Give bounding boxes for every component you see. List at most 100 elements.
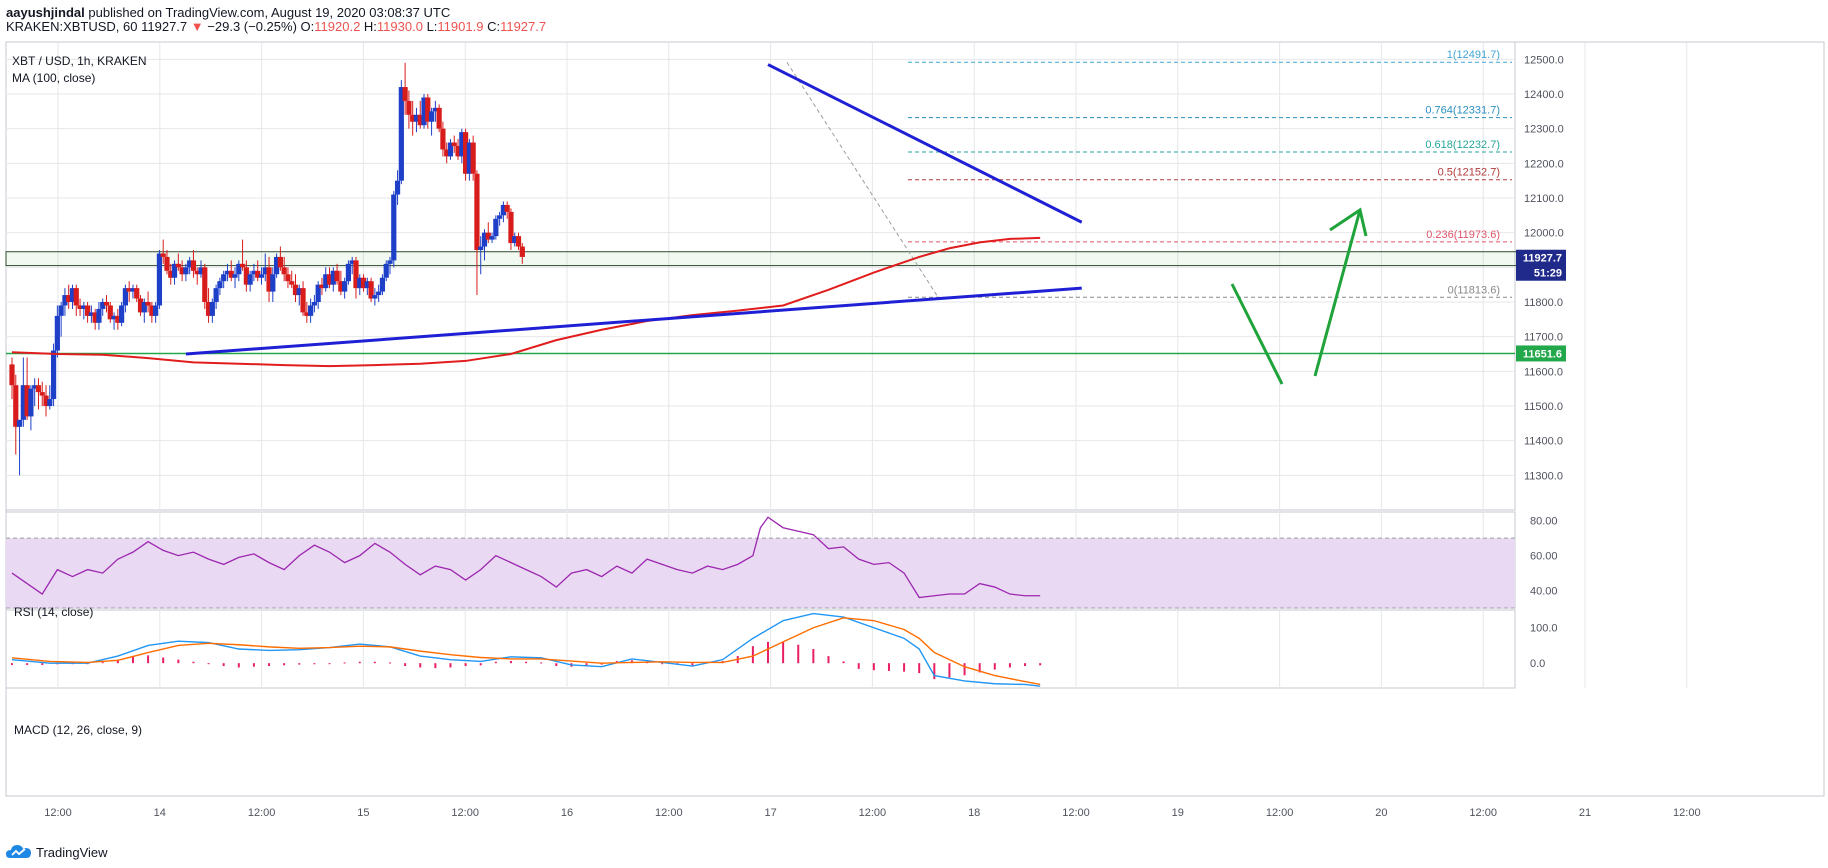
macd-hist-bar <box>373 661 376 664</box>
candle-body <box>96 308 102 323</box>
rsi-y-tick-label: 80.00 <box>1530 516 1558 528</box>
macd-hist-bar <box>993 663 996 670</box>
candle-body <box>88 312 94 316</box>
candle-body <box>251 270 257 275</box>
x-tick-label: 12:00 <box>1062 807 1090 819</box>
candle-body <box>296 288 302 296</box>
candle-body <box>103 302 110 306</box>
candle-body <box>428 111 435 122</box>
candle-body <box>308 305 314 316</box>
x-tick-label: 12:00 <box>859 807 887 819</box>
y-tick-label: 11800.0 <box>1524 297 1563 309</box>
rsi-pane[interactable] <box>6 516 1515 609</box>
axes: 12:00 14 12:00 15 12:00 16 12:00 17 12:00 18 12:00… <box>44 54 1700 819</box>
candle-body <box>398 87 404 181</box>
x-tick-label: 12:00 <box>1673 807 1701 819</box>
macd-hist-bar <box>192 661 195 664</box>
y-tick-label: 11600.0 <box>1524 366 1563 378</box>
fib-label: 0.618(12232.7) <box>1425 139 1500 151</box>
candle-body <box>319 284 325 289</box>
candle-body <box>402 87 408 101</box>
macd-hist-bar <box>283 663 286 666</box>
macd-hist-bar <box>661 663 664 665</box>
candle-body <box>466 142 472 174</box>
macd-hist-bar <box>509 661 512 664</box>
grid <box>5 41 1825 797</box>
candle-body <box>232 274 238 278</box>
candle-body <box>126 288 132 292</box>
candle-body <box>213 288 219 302</box>
y-tick-label: 11700.0 <box>1524 332 1563 344</box>
macd-hist-bar <box>11 663 13 665</box>
candle-body <box>349 260 355 264</box>
macd-hist-bar <box>434 663 437 669</box>
candle-body <box>205 302 212 316</box>
change-arrow: ▼ <box>190 19 204 34</box>
candle-body <box>198 267 204 275</box>
candle-body <box>134 288 140 299</box>
candle-body <box>504 204 510 212</box>
candle-body <box>489 236 495 240</box>
macd-line <box>11 612 1041 687</box>
candle-body <box>35 385 42 393</box>
candle-body <box>236 263 242 275</box>
macd-hist-bar <box>162 657 165 664</box>
candle-body <box>221 274 227 282</box>
y-tick-label: 11400.0 <box>1524 436 1563 448</box>
candle-body <box>315 284 321 302</box>
macd-hist-bar <box>872 663 875 671</box>
rsi-y-tick-label: 40.00 <box>1530 586 1558 598</box>
candle-body <box>194 270 200 275</box>
candle-body <box>338 281 344 292</box>
fib-label: 0.5(12152.7) <box>1438 167 1500 179</box>
candle-body <box>277 256 283 268</box>
candle-body <box>20 385 26 420</box>
candle-body <box>357 277 363 289</box>
tradingview-logo[interactable]: TradingView <box>6 844 108 860</box>
macd-hist-bar <box>41 663 44 665</box>
macd-hist-bar <box>903 663 906 672</box>
macd-hist-bar <box>630 660 633 664</box>
candle-body <box>274 256 280 275</box>
macd-hist-bar <box>449 663 452 668</box>
candle-body <box>436 107 442 129</box>
close-label: C: <box>487 19 501 34</box>
author-name[interactable]: aayushjindal <box>6 5 85 20</box>
candle-body <box>160 253 166 257</box>
macd-hist-bar <box>313 663 316 665</box>
candle-body <box>372 295 378 299</box>
price-pane[interactable]: 1(12491.7) 0.764(12331.7) 0.618(12232.7) 0.… <box>5 49 1519 476</box>
candle-body <box>243 267 249 285</box>
candle-body <box>77 305 83 309</box>
chart-canvas[interactable]: 1(12491.7) 0.764(12331.7) 0.618(12232.7) 0.… <box>0 0 1828 838</box>
up-arrow-shaft <box>1313 209 1362 377</box>
support-zone <box>5 251 1519 267</box>
macd-hist-bar <box>26 663 29 665</box>
x-tick-label: 12:00 <box>248 807 276 819</box>
macd-hist-bar <box>857 663 860 669</box>
candle-body <box>345 263 352 282</box>
rsi-band <box>6 538 1515 608</box>
candle-body <box>54 315 60 351</box>
fib-label: 1(12491.7) <box>1447 49 1500 61</box>
macd-hist-bar <box>918 663 921 674</box>
candle-body <box>410 114 416 122</box>
close-value: 11927.7 <box>500 19 547 34</box>
macd-pane[interactable] <box>11 612 1042 687</box>
macd-hist-bar <box>525 661 528 664</box>
macd-hist-bar <box>147 655 150 664</box>
macd-y-tick-label: 100.0 <box>1530 623 1558 635</box>
macd-hist-bar <box>827 656 830 664</box>
candle-body <box>28 388 34 417</box>
macd-hist-bar <box>494 661 497 664</box>
candle-body <box>32 385 38 389</box>
macd-hist-bar <box>252 663 255 667</box>
candle-body <box>266 267 272 292</box>
candle-body <box>292 284 299 296</box>
y-tick-label: 11300.0 <box>1524 470 1563 482</box>
candle-body <box>368 281 374 299</box>
y-tick-label: 12100.0 <box>1524 193 1564 205</box>
candle-body <box>58 305 64 316</box>
candle-body <box>119 305 125 323</box>
price-badge-label: 11927.7 <box>1523 253 1562 265</box>
